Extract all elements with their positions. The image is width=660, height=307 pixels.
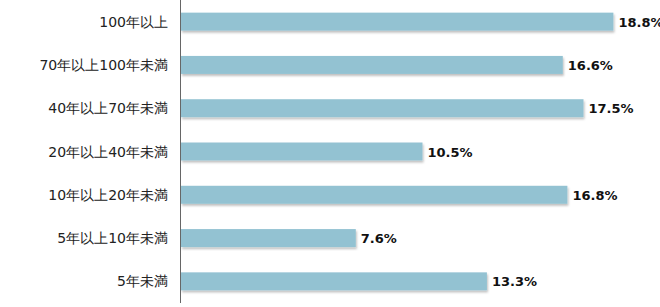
category-axis-line: [180, 0, 181, 303]
bar: [181, 229, 356, 247]
data-label: 13.3%: [492, 274, 537, 289]
data-label: 16.6%: [568, 58, 613, 73]
category-label: 10年以上20年未満: [48, 187, 168, 203]
bar: [181, 13, 613, 31]
category-label: 40年以上70年未満: [48, 100, 168, 116]
category-label: 5年未満: [117, 273, 168, 289]
category-label: 100年以上: [99, 14, 168, 30]
category-label: 5年以上10年未満: [57, 230, 168, 246]
labels: 100年以上 18.8% 70年以上100年未満 16.6% 40年以上70年未満 17.…: [39, 14, 660, 290]
category-label: 70年以上100年未満: [39, 57, 168, 73]
data-label: 10.5%: [428, 145, 473, 160]
bar: [181, 143, 423, 161]
bar: [181, 186, 567, 204]
data-label: 7.6%: [361, 231, 397, 246]
data-label: 18.8%: [618, 15, 660, 30]
category-label: 20年以上40年未満: [48, 144, 168, 160]
bar: [181, 272, 487, 290]
chart-svg: 100年以上 18.8% 70年以上100年未満 16.6% 40年以上70年未満 17.…: [0, 0, 660, 307]
chart-container: 100年以上 18.8% 70年以上100年未満 16.6% 40年以上70年未満 17.…: [0, 0, 660, 307]
bar: [181, 99, 584, 117]
data-label: 16.8%: [572, 188, 617, 203]
bar: [181, 56, 563, 74]
bars: [181, 13, 613, 291]
data-label: 17.5%: [589, 101, 634, 116]
